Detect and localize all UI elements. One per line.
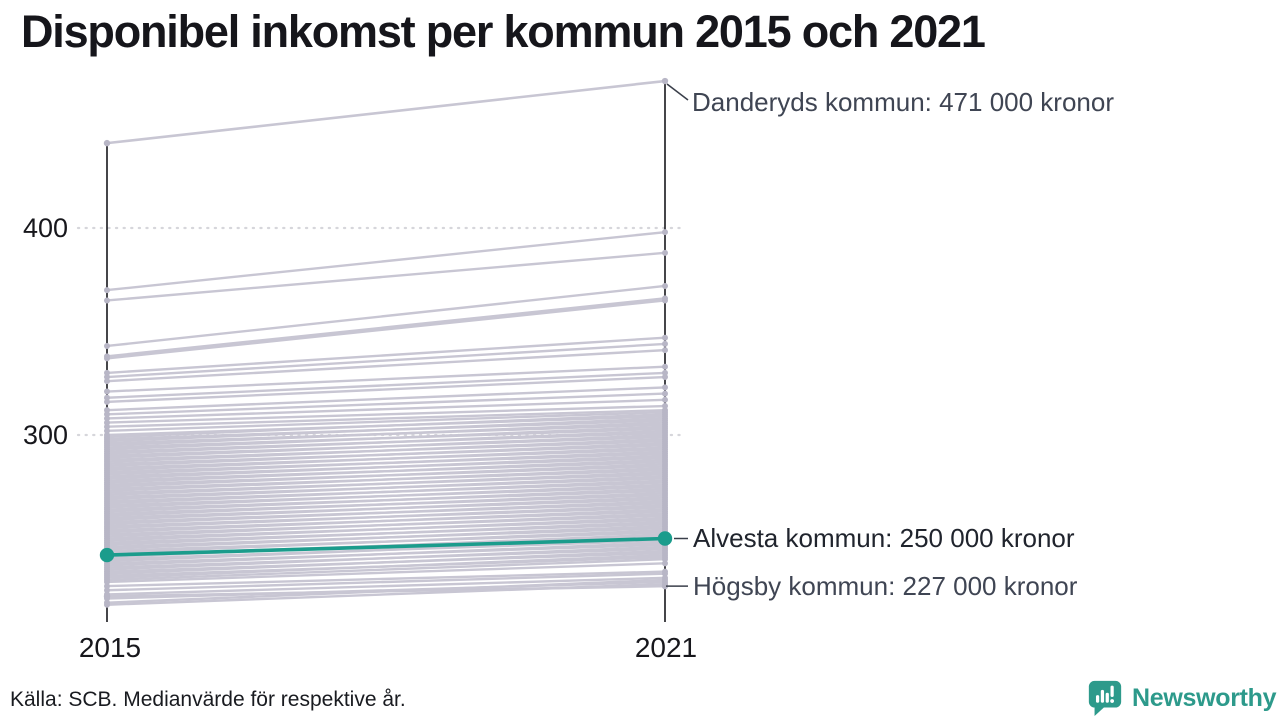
chart-title: Disponibel inkomst per kommun 2015 och 2… [21, 6, 986, 57]
x-axis-tick-2021: 2021 [634, 632, 698, 663]
branding: Newsworthy [1086, 678, 1277, 718]
y-axis-tick-300: 300 [22, 420, 68, 450]
y-axis-tick-400: 400 [22, 213, 68, 243]
x-axis-tick-2015: 2015 [78, 632, 142, 663]
annotation-hogsby: Högsby kommun: 227 000 kronor [693, 571, 1078, 601]
annotation-alvesta: Alvesta kommun: 250 000 kronor [693, 523, 1075, 553]
newsworthy-logo-icon [1088, 680, 1122, 717]
annotation-danderyd: Danderyds kommun: 471 000 kronor [692, 87, 1115, 117]
logo-text: Newsworthy [1132, 683, 1277, 712]
source-note: Källa: SCB. Medianvärde för respektive å… [10, 688, 406, 711]
